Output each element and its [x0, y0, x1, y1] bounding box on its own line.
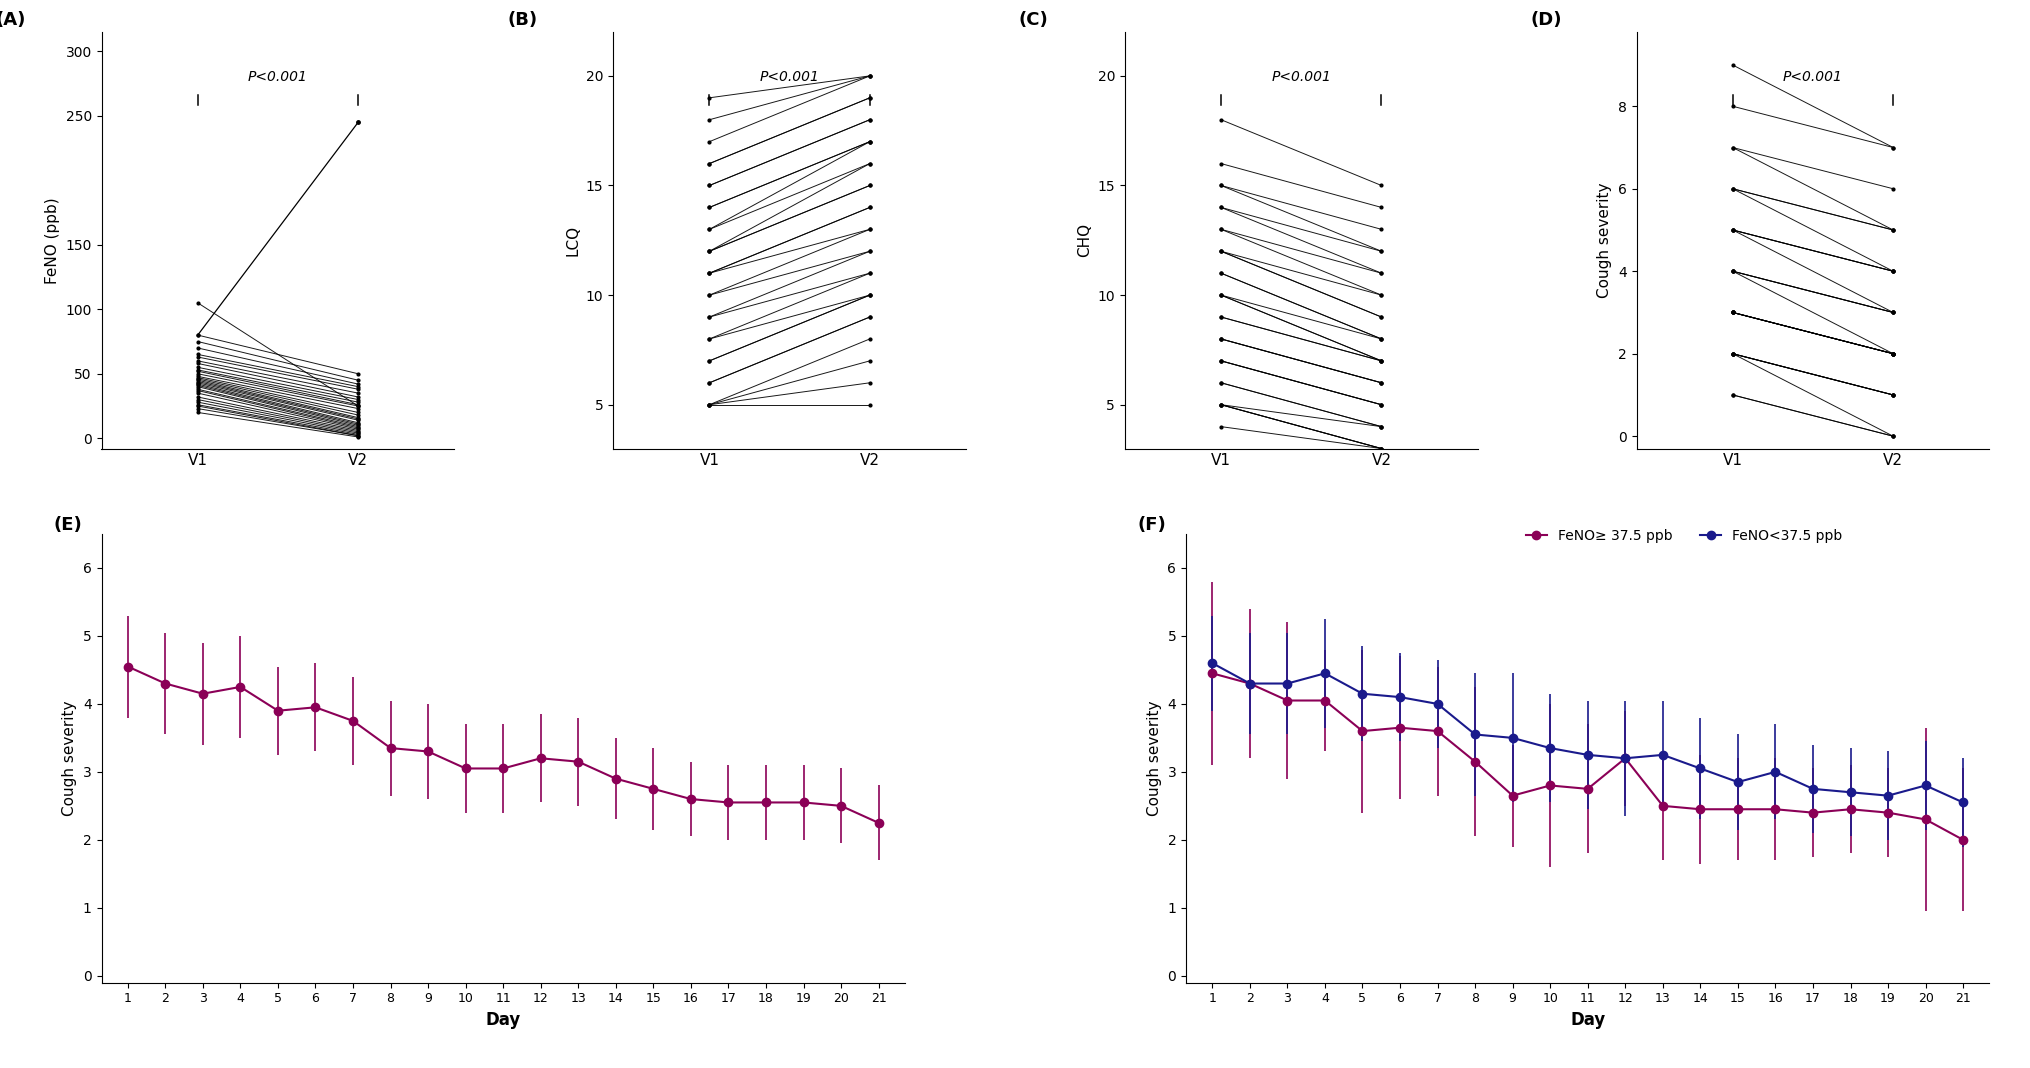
Text: (C): (C)	[1019, 11, 1050, 29]
Text: P<0.001: P<0.001	[1271, 70, 1332, 84]
Text: (A): (A)	[0, 11, 26, 29]
Text: (B): (B)	[508, 11, 538, 29]
Y-axis label: Cough severity: Cough severity	[1147, 701, 1161, 816]
X-axis label: Day: Day	[485, 1010, 522, 1028]
Y-axis label: FeNO (ppb): FeNO (ppb)	[45, 197, 59, 284]
Y-axis label: Cough severity: Cough severity	[1598, 183, 1612, 298]
Legend: FeNO≥ 37.5 ppb, FeNO<37.5 ppb: FeNO≥ 37.5 ppb, FeNO<37.5 ppb	[1520, 523, 1847, 548]
Y-axis label: LCQ: LCQ	[564, 224, 581, 256]
Text: P<0.001: P<0.001	[1782, 70, 1843, 84]
Text: P<0.001: P<0.001	[759, 70, 820, 84]
Text: P<0.001: P<0.001	[248, 70, 309, 84]
Text: (D): (D)	[1531, 11, 1563, 29]
Text: (F): (F)	[1139, 516, 1167, 534]
X-axis label: Day: Day	[1569, 1010, 1606, 1028]
Y-axis label: CHQ: CHQ	[1078, 223, 1092, 257]
Text: (E): (E)	[53, 516, 81, 534]
Y-axis label: Cough severity: Cough severity	[63, 701, 77, 816]
